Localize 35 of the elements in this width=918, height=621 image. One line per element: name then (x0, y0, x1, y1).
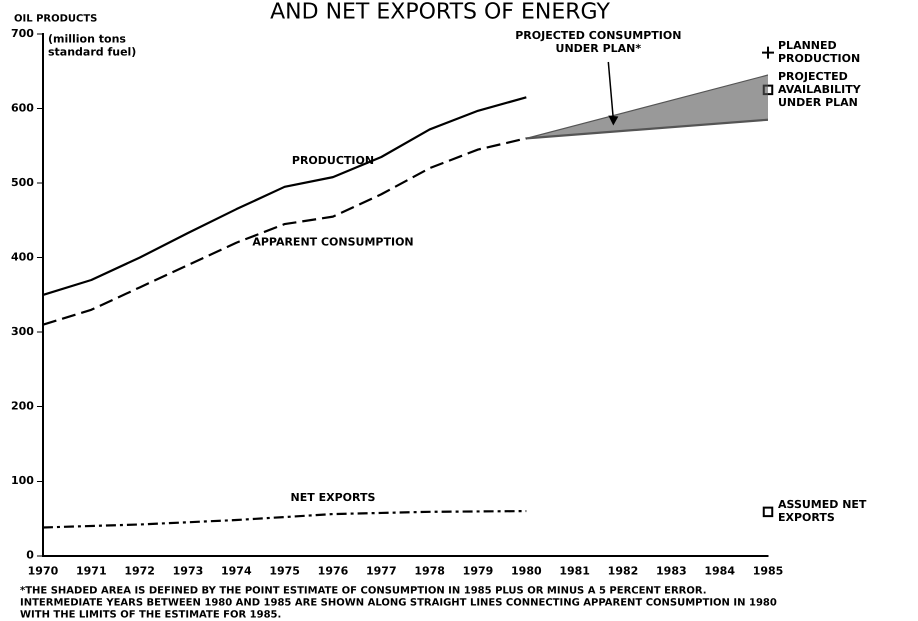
y-axis-title: (million tons standard fuel) (48, 32, 136, 58)
y-tick-label: 500 (10, 176, 34, 189)
y-tick-label: 300 (10, 325, 34, 338)
x-tick-label: 1982 (608, 564, 638, 578)
x-tick-label: 1981 (559, 564, 590, 578)
x-tick-label: 1980 (511, 564, 542, 578)
x-tick-label: 1976 (318, 564, 349, 578)
series-label: PRODUCTION (292, 154, 374, 167)
x-tick-label: 1971 (76, 564, 107, 578)
series-label: APPARENT CONSUMPTION (252, 235, 414, 248)
text: *THE SHADED AREA IS DEFINED BY THE POINT ESTIMATE OF CONSUMPTION IN 1985 PLUS OR MINUS A 5 PERCENT ERROR. INTERMEDIATE YEARS BETWEEN 1980 AND 1985 ARE SHOWN ALONG STRAIGHT LINES CONNECTING APPARENT CONSUMPTION IN 1980 WITH THE LIMITS OF THE ESTIMATE FOR 1985. (20, 585, 777, 620)
x-tick-label: 1984 (704, 564, 736, 578)
x-tick-label: 1972 (124, 564, 155, 578)
x-tick-label: 1974 (220, 564, 252, 578)
series-label: PLANNED PRODUCTION (778, 38, 860, 65)
y-tick-label: 0 (26, 548, 34, 562)
y-tick-label: 600 (10, 101, 34, 114)
x-tick-label: 1985 (752, 564, 784, 578)
x-tick-label: 1977 (366, 564, 397, 578)
y-tick-label: 100 (10, 474, 34, 488)
x-tick-label: 1978 (414, 564, 445, 578)
series-label: ASSUMED NET EXPORTS (778, 498, 867, 524)
x-tick-label: 1970 (28, 564, 59, 578)
series-label: NET EXPORTS (290, 490, 376, 504)
text: OIL PRODUCTS (14, 14, 98, 25)
y-tick-label: 400 (10, 250, 34, 264)
y-tick-label: 200 (10, 400, 34, 413)
x-tick-label: 1983 (656, 564, 687, 578)
x-tick-label: 1973 (172, 564, 204, 578)
y-tick-label: 700 (10, 26, 34, 40)
x-tick-label: 1975 (269, 564, 300, 578)
series-label: PROJECTED AVAILABILITY UNDER PLAN (778, 70, 862, 109)
annotation: PROJECTED CONSUMPTION UNDER PLAN* (515, 28, 682, 55)
x-tick-label: 1979 (462, 564, 494, 578)
chart-title: AND NET EXPORTS OF ENERGY (270, 0, 610, 25)
